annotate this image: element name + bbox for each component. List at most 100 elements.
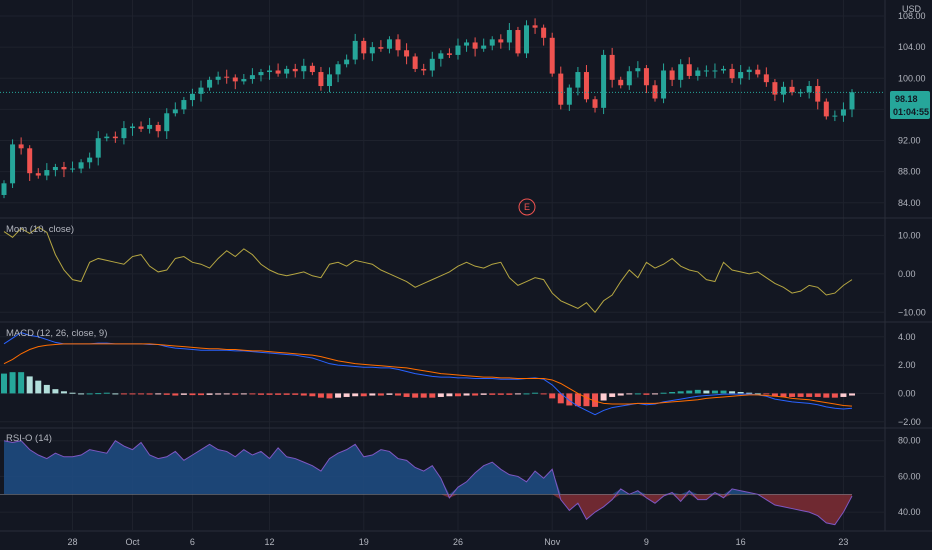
y-tick-label: 10.00 — [898, 230, 921, 240]
candle-body — [395, 39, 401, 51]
signal-line — [3, 343, 853, 407]
candle-body — [609, 54, 615, 80]
candle-body — [412, 56, 418, 69]
macd-histogram-bar — [429, 393, 436, 398]
earnings-marker[interactable]: E — [518, 198, 536, 216]
price-badge-countdown: 01:04:55 — [893, 107, 929, 117]
macd-histogram-bar — [660, 392, 667, 394]
candle-body — [241, 79, 247, 82]
macd-histogram-bar — [669, 392, 676, 394]
macd-histogram-bar — [549, 393, 556, 399]
macd-histogram-bar — [35, 380, 42, 394]
macd-histogram-bar — [300, 393, 307, 396]
candle-body — [44, 170, 50, 176]
macd-histogram-bar — [737, 392, 744, 394]
y-tick-label: 84.00 — [898, 198, 921, 208]
macd-pane[interactable] — [1, 331, 855, 416]
rsi-pane[interactable] — [0, 440, 853, 526]
candle-body — [652, 85, 658, 99]
candle-body — [446, 53, 452, 55]
macd-histogram-bar — [215, 393, 222, 395]
macd-histogram-bar — [532, 392, 539, 394]
macd-histogram-bar — [609, 393, 616, 397]
y-tick-label: 0.00 — [898, 269, 916, 279]
candle-body — [61, 166, 67, 170]
y-tick-label: 40.00 — [898, 507, 921, 517]
macd-histogram-bar — [651, 393, 658, 395]
macd-histogram-bar — [437, 393, 444, 397]
macd-histogram-bar — [463, 393, 470, 396]
candle-body — [35, 173, 41, 176]
candle-body — [489, 39, 495, 46]
macd-histogram-bar — [43, 384, 50, 394]
candle-body — [592, 99, 598, 108]
macd-histogram-bar — [780, 393, 787, 397]
macd-histogram-bar — [317, 393, 324, 398]
candle-body — [832, 115, 838, 117]
pane-title-macd: MACD (12, 26, close, 9) — [6, 328, 107, 339]
candle-body — [429, 58, 435, 71]
price-badge-price: 98.18 — [895, 94, 918, 104]
macd-histogram-bar — [386, 393, 393, 395]
y-tick-label: −2.00 — [898, 417, 921, 427]
macd-histogram-bar — [112, 393, 119, 395]
macd-histogram-bar — [694, 389, 701, 394]
macd-histogram-bar — [557, 393, 564, 404]
macd-histogram-bar — [617, 393, 624, 396]
x-tick-label: 12 — [265, 537, 275, 547]
macd-histogram-bar — [60, 391, 67, 394]
price-badge-bg — [890, 91, 930, 119]
macd-histogram-bar — [206, 393, 213, 395]
candle-body — [695, 70, 701, 76]
price-pane[interactable] — [0, 18, 885, 199]
macd-histogram-bar — [275, 393, 282, 395]
y-tick-label: −10.00 — [898, 307, 926, 317]
candle-body — [669, 70, 675, 80]
candle-body — [472, 42, 478, 49]
macd-histogram-bar — [763, 393, 770, 395]
y-tick-label: 104.00 — [898, 42, 926, 52]
momentum-pane[interactable] — [3, 226, 853, 314]
x-tick-label: Nov — [544, 537, 561, 547]
macd-histogram-bar — [257, 393, 264, 395]
macd-histogram-bar — [240, 393, 247, 395]
candle-body — [421, 68, 427, 71]
macd-histogram-bar — [52, 389, 59, 394]
candle-body — [438, 53, 444, 59]
macd-histogram-bar — [540, 393, 547, 395]
candle-body — [258, 72, 264, 76]
macd-histogram-bar — [677, 391, 684, 394]
macd-histogram-bar — [771, 393, 778, 397]
macd-histogram-bar — [78, 393, 85, 395]
y-tick-label: 108.00 — [898, 11, 926, 21]
y-tick-label: 0.00 — [898, 388, 916, 398]
macd-histogram-bar — [163, 393, 170, 395]
candle-body — [583, 72, 589, 100]
macd-histogram-bar — [146, 393, 153, 395]
candle-body — [618, 79, 624, 86]
candle-body — [301, 65, 307, 72]
candle-body — [104, 136, 110, 139]
macd-histogram-bar — [26, 376, 33, 394]
x-tick-label: 16 — [736, 537, 746, 547]
macd-histogram-bar — [789, 393, 796, 397]
candle-body — [686, 64, 692, 76]
candle-body — [198, 87, 204, 94]
candle-body — [87, 157, 93, 163]
macd-histogram-bar — [309, 393, 316, 397]
candle-body — [70, 168, 76, 170]
macd-histogram-bar — [377, 393, 384, 396]
macd-histogram-bar — [454, 393, 461, 397]
candle-body — [515, 30, 521, 54]
macd-histogram-bar — [249, 393, 256, 395]
macd-histogram-bar — [497, 393, 504, 395]
macd-histogram-bar — [9, 372, 16, 394]
macd-histogram-bar — [292, 393, 299, 395]
candle-body — [249, 75, 255, 80]
y-tick-label: 92.00 — [898, 136, 921, 146]
macd-histogram-bar — [626, 393, 633, 395]
macd-histogram-bar — [352, 393, 359, 397]
macd-histogram-bar — [600, 393, 607, 401]
earnings-marker-label: E — [524, 202, 530, 212]
